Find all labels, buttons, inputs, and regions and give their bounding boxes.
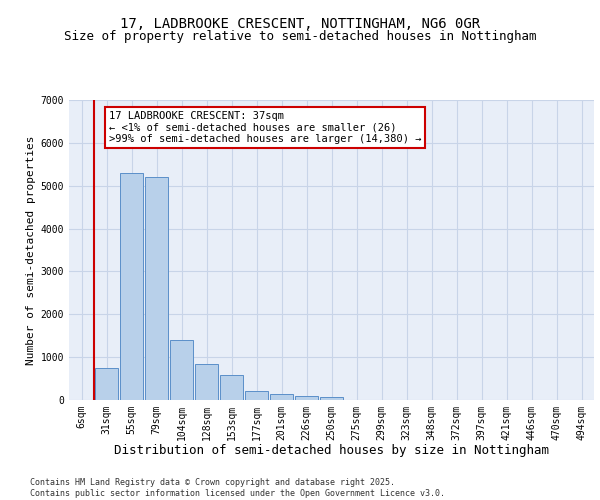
Bar <box>245 392 268 400</box>
Bar <box>119 173 143 400</box>
Bar <box>194 364 218 400</box>
Bar <box>320 398 343 400</box>
Y-axis label: Number of semi-detached properties: Number of semi-detached properties <box>26 135 37 365</box>
X-axis label: Distribution of semi-detached houses by size in Nottingham: Distribution of semi-detached houses by … <box>114 444 549 458</box>
Text: 17, LADBROOKE CRESCENT, NOTTINGHAM, NG6 0GR: 17, LADBROOKE CRESCENT, NOTTINGHAM, NG6 … <box>120 18 480 32</box>
Bar <box>145 177 169 400</box>
Bar <box>95 368 118 400</box>
Bar <box>220 375 244 400</box>
Bar <box>170 340 193 400</box>
Text: Contains HM Land Registry data © Crown copyright and database right 2025.
Contai: Contains HM Land Registry data © Crown c… <box>30 478 445 498</box>
Bar <box>295 396 319 400</box>
Text: 17 LADBROOKE CRESCENT: 37sqm
← <1% of semi-detached houses are smaller (26)
>99%: 17 LADBROOKE CRESCENT: 37sqm ← <1% of se… <box>109 110 421 144</box>
Text: Size of property relative to semi-detached houses in Nottingham: Size of property relative to semi-detach… <box>64 30 536 43</box>
Bar <box>269 394 293 400</box>
